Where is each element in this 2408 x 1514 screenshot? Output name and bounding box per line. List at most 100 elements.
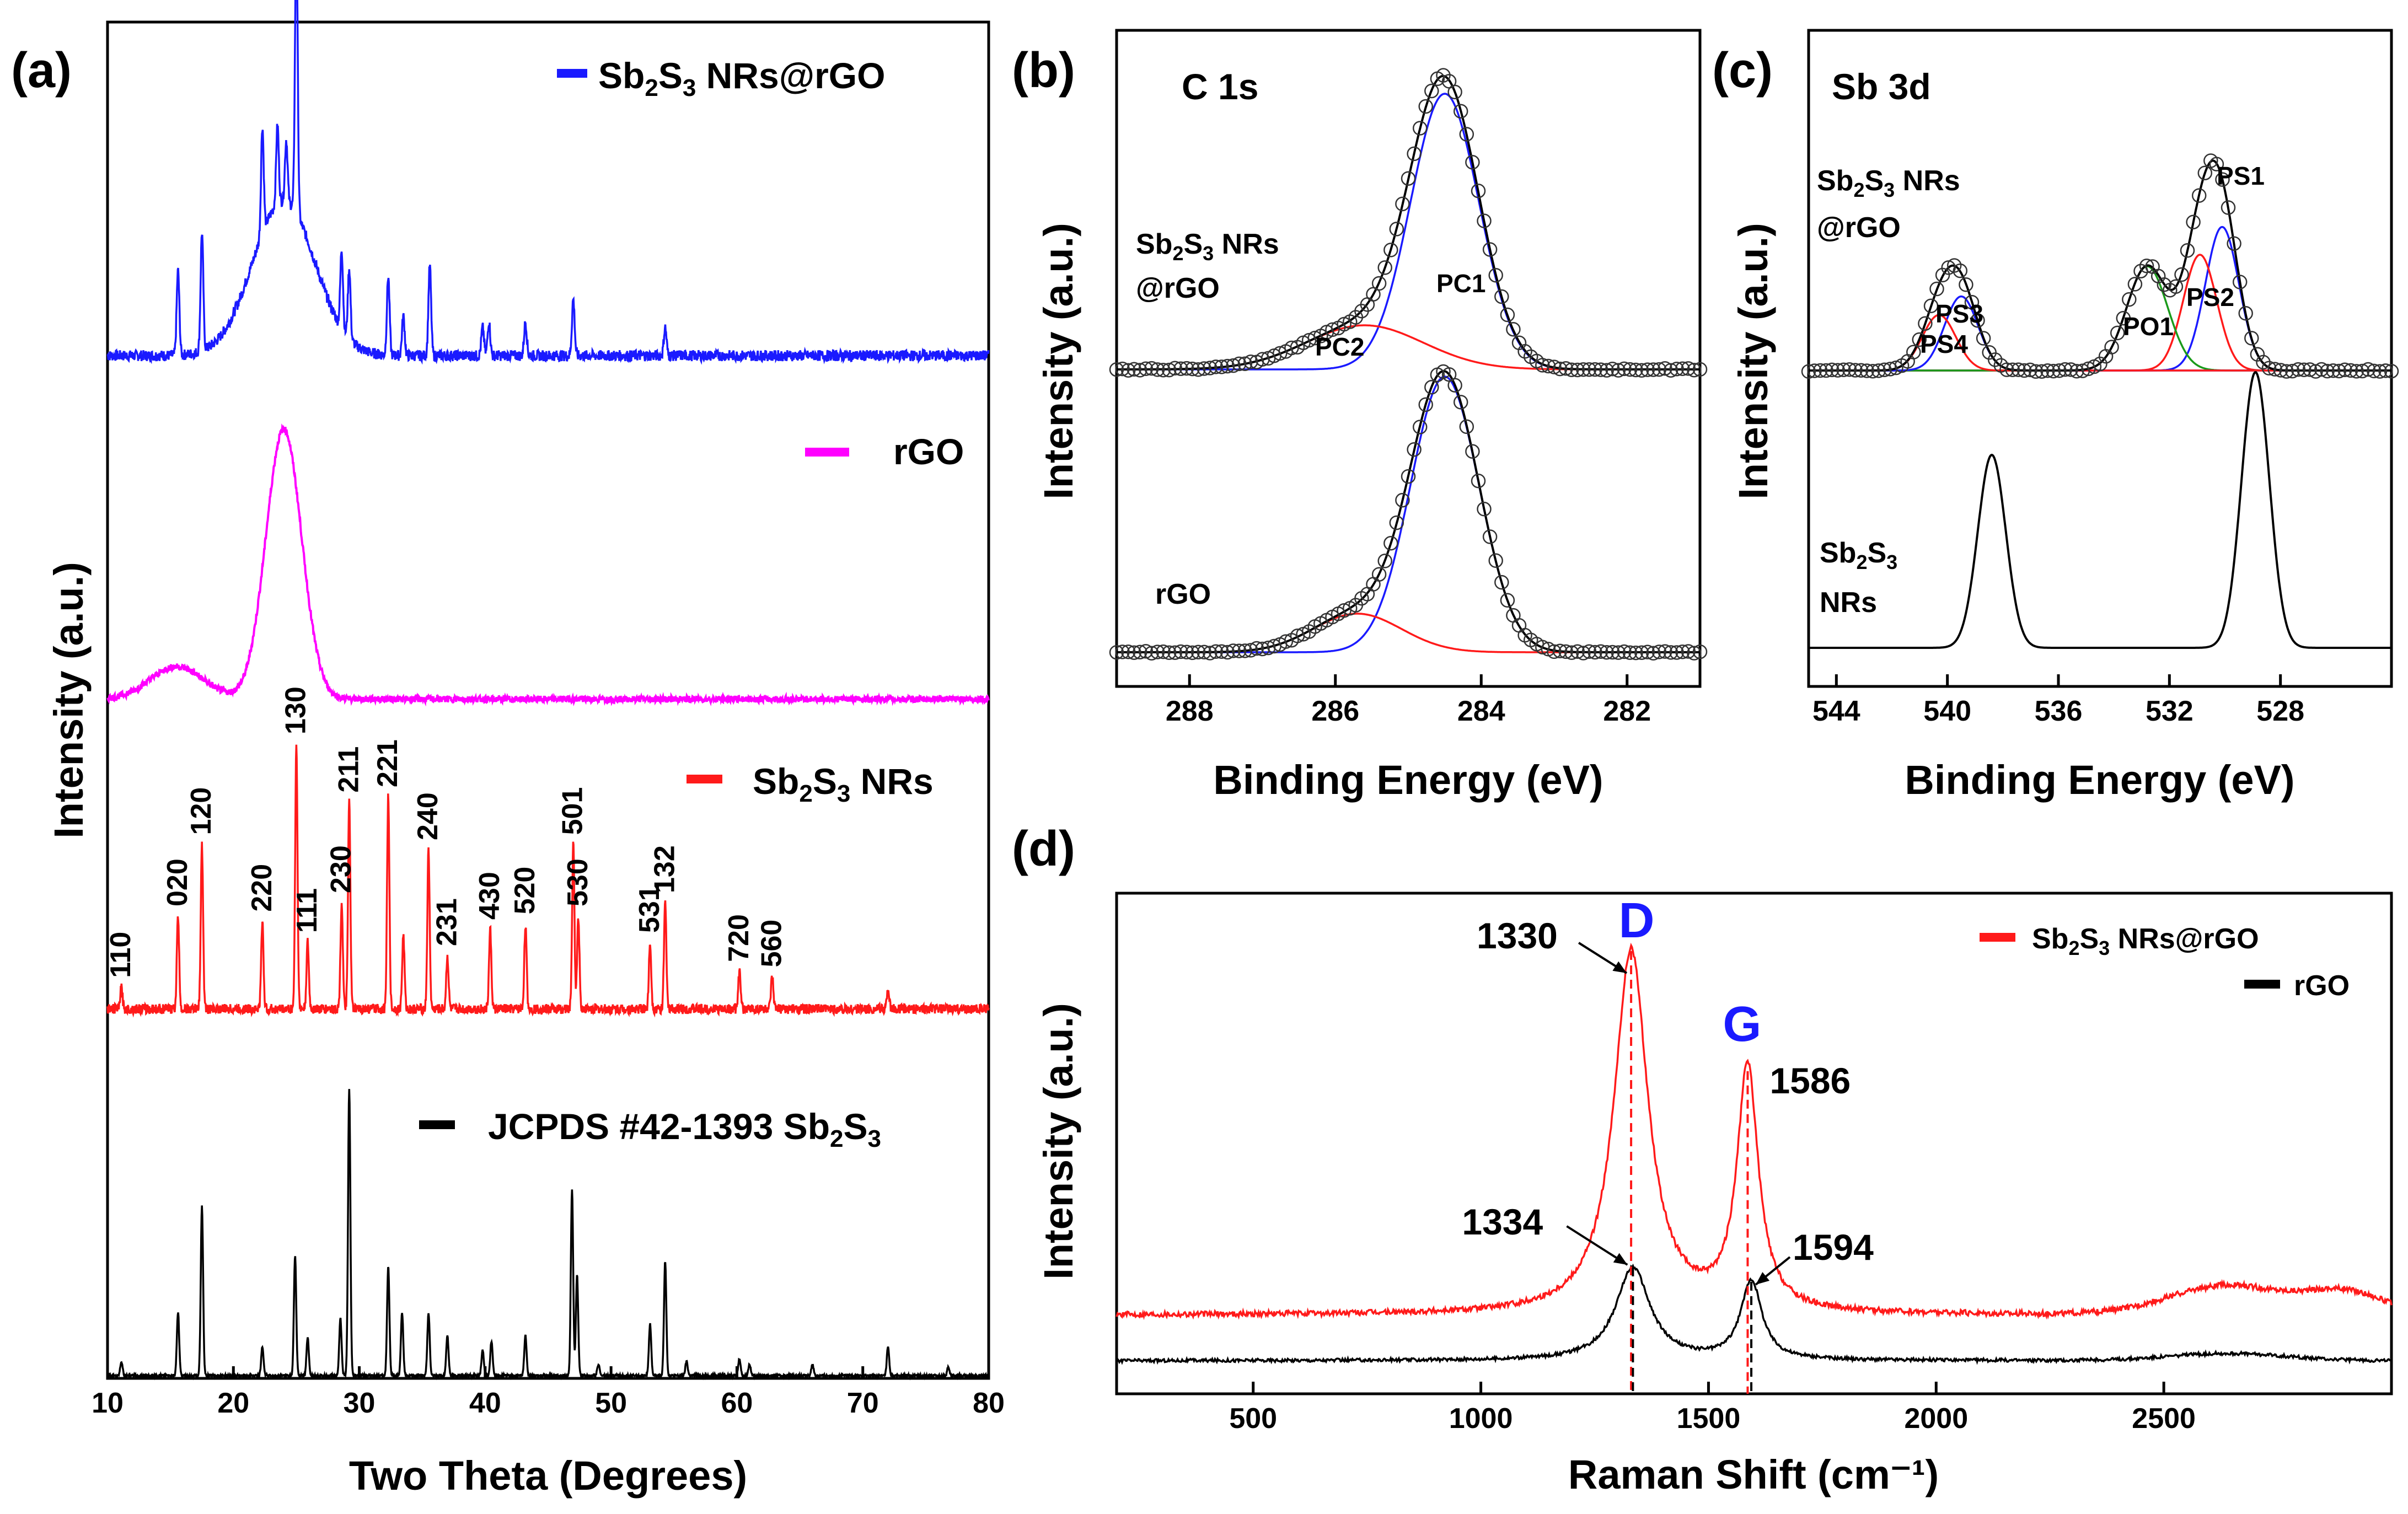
panel-c-marker [2180, 243, 2195, 258]
panel-c-marker [1877, 362, 1892, 377]
panel-b-marker [1220, 358, 1235, 374]
panel-b-marker [1651, 362, 1667, 377]
panel-b-marker [1675, 644, 1690, 659]
panel-b-marker [1669, 645, 1684, 660]
panel-b-marker [1692, 362, 1708, 377]
panel-b-marker [1389, 222, 1404, 237]
panel-b-marker [1500, 307, 1515, 323]
panel-c-marker [2040, 363, 2055, 378]
panel-b-marker [1581, 644, 1597, 659]
panel-b-marker [1663, 363, 1678, 378]
panel-b-marker [1389, 515, 1404, 530]
panel-b-marker [1173, 644, 1188, 659]
panel-c-marker [2343, 363, 2358, 378]
panel-c-marker [1959, 277, 1973, 292]
panel-d-band-g-label: G [1723, 997, 1761, 1052]
panel-b-marker [1494, 575, 1509, 590]
panel-c-marker [1807, 363, 1822, 378]
panel-b-marker [1570, 644, 1585, 659]
panel-c-marker [2168, 279, 2184, 294]
panel-b-marker [1401, 469, 1416, 484]
panel-b-marker [1214, 359, 1229, 374]
panel-b-marker [1377, 260, 1392, 275]
panel-a-tick-label-70: 70 [847, 1387, 879, 1419]
panel-a-peak-label-720: 720 [723, 914, 755, 962]
panel-c-marker [2005, 362, 2020, 378]
panel-b-marker [1231, 356, 1247, 372]
panel-c-marker [1923, 298, 1939, 314]
panel-b-marker [1401, 171, 1416, 186]
panel-a-xlabel: Two Theta (Degrees) [349, 1453, 747, 1499]
panel-b-pc2-label: PC2 [1315, 332, 1364, 361]
panel-c-marker [1935, 267, 1950, 283]
panel-c-marker [1976, 331, 1991, 346]
panel-d-annotations: D G 1330 1586 1334 1594 [1462, 893, 1874, 1394]
panel-d-arrow-1330-head [1612, 961, 1627, 973]
panel-c-marker [2127, 277, 2143, 292]
panel-c-marker [2314, 362, 2329, 377]
panel-b-marker [1588, 362, 1602, 377]
panel-b-marker [1249, 641, 1264, 656]
panel-b-marker [1447, 378, 1462, 393]
panel-d-label-1330: 1330 [1477, 915, 1558, 956]
panel-b-marker [1418, 99, 1433, 114]
panel-b-marker [1628, 362, 1643, 378]
panel-b-marker [1412, 420, 1428, 434]
panel-b-marker [1663, 645, 1678, 660]
panel-c-marker [1999, 362, 2014, 377]
panel-d-tick-label-2000: 2000 [1904, 1403, 1968, 1435]
panel-b-marker [1237, 643, 1253, 658]
panel-b-series2-label: rGO [1155, 578, 1211, 610]
panel-c-frame [1807, 29, 2393, 688]
panel-d-curve-1 [1115, 1263, 2393, 1365]
panel-b-marker [1407, 442, 1422, 457]
panel-d-label: (d) [1012, 822, 1075, 877]
panel-b-envelope-0 [1117, 74, 1700, 371]
panel-b-marker [1465, 444, 1480, 459]
panel-d-band-d-label: D [1619, 893, 1655, 948]
panel-b-marker [1681, 361, 1696, 376]
panel-c-marker [1929, 281, 1944, 297]
panel-a-peak-label-501: 501 [557, 787, 589, 835]
panel-c-tick-label-536: 536 [2035, 695, 2083, 727]
panel-b-marker [1459, 419, 1474, 434]
panel-c-title: Sb 3d [1832, 66, 1931, 107]
panel-b-marker [1156, 644, 1171, 659]
panel-b-marker [1547, 644, 1562, 659]
panel-b-envelope-1 [1117, 369, 1700, 653]
panel-b-marker [1593, 362, 1608, 377]
panel-b-marker [1243, 354, 1258, 369]
panel-b-marker [1307, 330, 1322, 346]
panel-c-marker [2028, 364, 2044, 379]
panel-c: (c) Sb 3d 544 540 536 532 528 Binding Energy… [1712, 29, 2399, 803]
panel-b-marker [1161, 645, 1177, 661]
panel-b-marker [1453, 395, 1468, 410]
panel-b-marker [1150, 645, 1165, 659]
panel-c-marker [1953, 263, 1968, 278]
panel-c-marker [2244, 331, 2259, 346]
legend-text-d-rgo: rGO [2294, 970, 2350, 1002]
panel-b-title: C 1s [1182, 66, 1258, 107]
panel-c-marker [2197, 165, 2213, 180]
panel-c-ps4-label: PS4 [1920, 330, 1968, 358]
panel-b-marker [1494, 289, 1509, 304]
panel-c-marker [2157, 277, 2172, 292]
panel-c-marker [2093, 356, 2107, 372]
panel-a-peak-label-531: 531 [634, 885, 666, 933]
panel-b-marker [1383, 536, 1398, 551]
panel-b-marker [1231, 643, 1247, 658]
panel-b-marker [1687, 646, 1702, 661]
panel-c-marker [2238, 306, 2253, 321]
panel-b-marker [1558, 644, 1573, 659]
panel-b-pc1-label: PC1 [1436, 269, 1485, 298]
panel-b-marker [1500, 593, 1515, 608]
panel-a-legend-nrs-rgo: Sb2S3 NRs@rGO [557, 55, 885, 101]
panel-c-marker [2017, 363, 2032, 378]
panel-c-marker [2057, 362, 2073, 377]
panel-b-marker [1640, 362, 1655, 377]
panel-a-tick-label-80: 80 [973, 1387, 1005, 1419]
panel-b-marker [1167, 361, 1183, 376]
panel-c-x-ticks: 544 540 536 532 528 [1812, 674, 2304, 727]
panel-b-marker [1611, 645, 1626, 660]
